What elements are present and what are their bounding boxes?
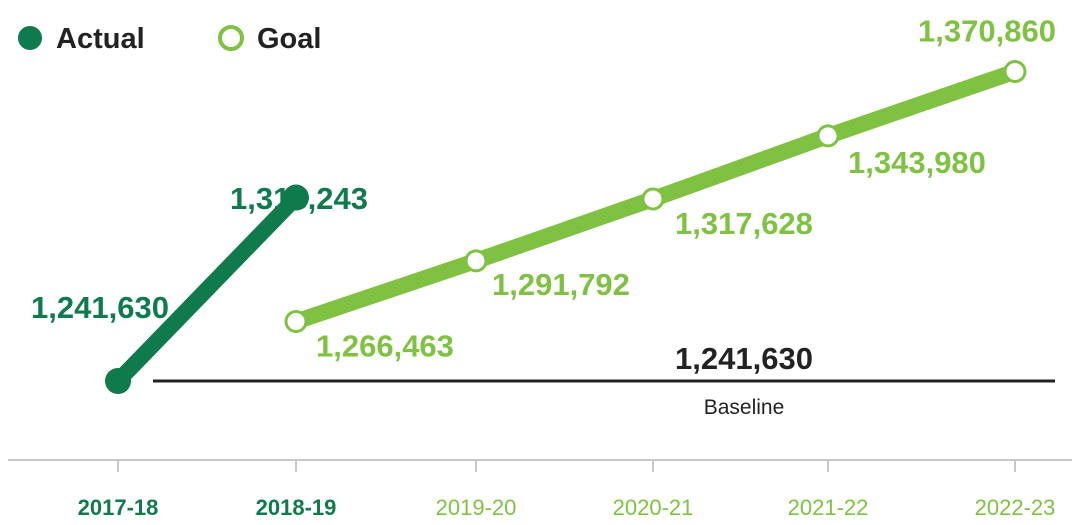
actual-point — [283, 184, 309, 211]
legend-actual-marker — [18, 26, 42, 50]
x-tick-label: 2018-19 — [256, 495, 337, 520]
goal-point — [816, 124, 840, 148]
goal-data-label: 1,266,463 — [316, 329, 454, 364]
goal-point — [1003, 60, 1027, 84]
goal-data-label: 1,343,980 — [848, 145, 986, 180]
legend-goal-marker — [218, 25, 244, 51]
x-tick-label: 2019-20 — [436, 495, 517, 520]
baseline-value-label: 1,241,630 — [675, 341, 813, 376]
goal-point — [641, 187, 665, 211]
goal-point — [464, 249, 488, 273]
legend-actual-label: Actual — [56, 23, 145, 55]
actual-point — [105, 368, 131, 394]
goal-data-label: 1,317,628 — [675, 206, 813, 241]
actual-series-line — [110, 189, 304, 389]
actual-data-label: 1,318,243 — [230, 181, 368, 216]
x-tick-label: 2021-22 — [788, 495, 869, 520]
goal-data-label: 1,370,860 — [918, 14, 1056, 49]
x-tick-label: 2022-23 — [975, 495, 1056, 520]
goal-point — [284, 310, 308, 334]
legend-goal-label: Goal — [257, 23, 321, 55]
x-tick-label: 2020-21 — [613, 495, 694, 520]
x-tick-label: 2017-18 — [78, 495, 159, 520]
actual-data-label: 1,241,630 — [31, 290, 169, 325]
goal-data-label: 1,291,792 — [492, 267, 630, 302]
baseline-caption: Baseline — [704, 396, 785, 419]
